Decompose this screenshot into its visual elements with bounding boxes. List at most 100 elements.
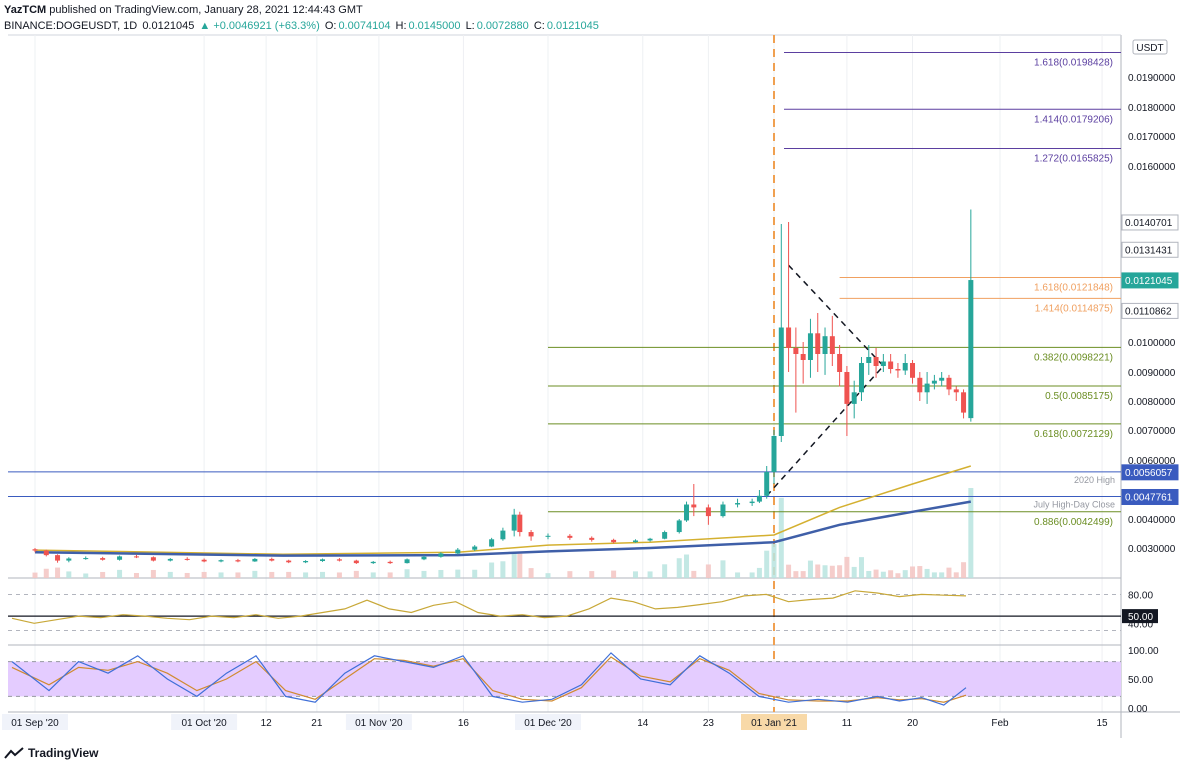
candle-body: [895, 369, 901, 371]
candle-body: [353, 560, 359, 564]
candle-body: [370, 561, 376, 564]
volume-bar: [880, 571, 886, 578]
candle-body: [100, 558, 106, 560]
volume-bar: [662, 564, 668, 578]
candle-body: [756, 495, 762, 502]
time-label-box: [2, 714, 68, 730]
volume-bar: [807, 560, 813, 578]
candle-body: [421, 556, 427, 560]
time-axis-label: 23: [703, 718, 715, 729]
price-tick-label: 0.0190000: [1128, 73, 1176, 84]
open-value: 0.0074104: [338, 20, 391, 32]
volume-bar: [866, 570, 872, 578]
candle-body: [771, 436, 777, 472]
volume-bar: [829, 565, 835, 578]
low-value: 0.0072880: [476, 20, 529, 32]
candle-body: [647, 538, 653, 541]
candle-body: [404, 559, 410, 564]
volume-bar: [684, 554, 690, 578]
volume-bar: [851, 566, 857, 578]
symbol-label[interactable]: BINANCE:DOGEUSDT, 1D: [4, 20, 138, 32]
rsi-level-box: [1122, 609, 1158, 624]
volume-bar: [167, 571, 173, 578]
volume-bar: [771, 544, 777, 578]
volume-bar: [269, 571, 275, 578]
time-axis-label: 16: [458, 718, 470, 729]
volume-bar: [837, 565, 843, 578]
volume-bar: [517, 553, 523, 578]
candle-body: [902, 363, 908, 371]
candle-body: [632, 540, 638, 543]
candle-body: [472, 546, 478, 550]
volume-bar: [800, 571, 806, 578]
candle-body: [43, 550, 49, 556]
ma-blue-line: [34, 500, 972, 557]
main-pane: [8, 35, 1121, 578]
price-tick-label: 0.0170000: [1128, 132, 1176, 143]
candle-body: [924, 383, 930, 393]
volume-bar: [472, 569, 478, 578]
volume-bar: [749, 572, 755, 578]
publisher-name[interactable]: YazTCM: [4, 4, 47, 16]
volume-bar: [822, 565, 828, 578]
support-label: July High-Day Close: [1033, 499, 1115, 509]
time-axis-label: Feb: [991, 718, 1009, 729]
price-marker-box: [1121, 214, 1179, 231]
time-label-box: [515, 714, 581, 730]
volume-bar: [720, 560, 726, 578]
volume-bar: [252, 570, 258, 578]
volume-bar: [676, 558, 682, 578]
candle-body: [873, 357, 879, 366]
candle-body: [793, 348, 799, 354]
candle-body: [720, 504, 726, 517]
candle-body: [167, 558, 173, 561]
volume-bar: [545, 573, 551, 578]
volume-bar: [764, 550, 770, 578]
price-marker-label: 0.0047761: [1125, 492, 1173, 503]
volume-bar: [691, 570, 697, 578]
volume-bar: [320, 571, 326, 578]
candle-body: [320, 559, 326, 562]
time-label-box: [171, 714, 238, 730]
fib-level-label: 1.414(0.0179206): [1034, 114, 1113, 125]
volume-bar: [404, 569, 410, 578]
volume-bar: [888, 570, 894, 578]
time-axis-label: 01 Oct '20: [181, 718, 227, 729]
candle-body: [83, 558, 89, 560]
candle-body: [567, 535, 573, 538]
volume-bar: [786, 564, 792, 578]
currency-box: [1132, 39, 1168, 55]
volume-bar: [611, 570, 617, 578]
candle-body: [858, 363, 864, 393]
volume-bar: [815, 564, 821, 578]
candle-body: [438, 553, 444, 557]
candle-body: [917, 377, 923, 393]
ma-gold-line: [34, 465, 972, 556]
candle-body: [489, 539, 495, 547]
volume-bar: [370, 572, 376, 578]
candle-body: [235, 560, 241, 562]
time-label-box: [345, 714, 412, 730]
candle-body: [66, 558, 72, 561]
time-axis-label: 11: [842, 718, 853, 729]
triangle-trendline: [788, 264, 884, 367]
tradingview-logo-icon: [4, 747, 24, 759]
time-axis-label: 21: [311, 718, 323, 729]
candle-body: [931, 380, 937, 384]
candle-body: [455, 549, 461, 554]
candle-body: [387, 561, 393, 564]
tradingview-footer[interactable]: TradingView: [4, 746, 98, 760]
price-marker-label: 0.0131431: [1125, 245, 1173, 256]
chart-header: YazTCM published on TradingView.com, Jan…: [4, 2, 1174, 34]
tradingview-brand: TradingView: [28, 746, 99, 760]
price-marker-label: 0.0140701: [1125, 218, 1173, 229]
volume-bar: [946, 567, 952, 578]
volume-bar: [43, 568, 49, 578]
volume-bar: [735, 572, 741, 578]
candle-body: [32, 549, 38, 551]
candle-body: [545, 535, 551, 537]
time-label-box: [741, 714, 807, 730]
candle-body: [589, 537, 595, 540]
symbol-info: BINANCE:DOGEUSDT, 1D 0.0121045 ▲ +0.0046…: [4, 18, 1174, 34]
